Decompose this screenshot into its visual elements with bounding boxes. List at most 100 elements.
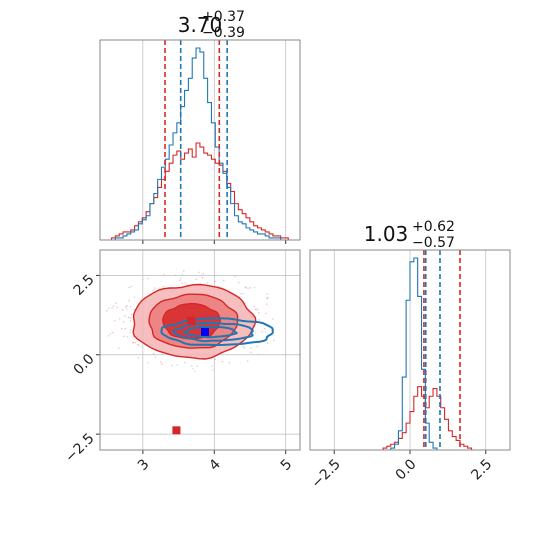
scatter-point: [266, 297, 269, 300]
scatter-point: [214, 280, 216, 283]
scatter-point: [254, 331, 257, 333]
scatter-point: [161, 353, 164, 356]
scatter-point: [129, 306, 132, 308]
scatter-point: [112, 305, 115, 308]
scatter-point: [126, 308, 128, 310]
scatter-point: [253, 305, 255, 308]
xtick-label-p1-0: −2.5: [309, 456, 344, 491]
scatter-point: [261, 331, 264, 333]
scatter-point: [123, 335, 125, 338]
scatter-point: [124, 327, 127, 330]
scatter-point: [250, 351, 252, 354]
marker-red-0: [187, 316, 196, 325]
xtick-label-joint-1: 4: [206, 456, 224, 474]
scatter-point: [171, 364, 173, 367]
xtick-label-joint-2: 5: [278, 456, 296, 474]
contour-blue-1: [182, 325, 239, 339]
scatter-point: [200, 274, 203, 277]
scatter-point: [176, 364, 178, 366]
scatter-point: [201, 276, 204, 279]
scatter-point: [129, 331, 132, 334]
scatter-point: [184, 281, 187, 284]
scatter-point: [194, 370, 196, 373]
scatter-point: [116, 306, 118, 309]
scatter-point: [272, 339, 275, 342]
scatter-point: [211, 364, 214, 367]
scatter-point: [111, 307, 113, 309]
scatter-point: [129, 320, 132, 322]
scatter-point: [162, 285, 165, 288]
title-param-0-minus: −0.39: [202, 25, 245, 41]
scatter-point: [245, 286, 247, 289]
scatter-point: [130, 329, 132, 331]
title-param-0-plus: +0.37: [202, 9, 245, 25]
scatter-point: [256, 345, 258, 348]
scatter-point: [126, 304, 128, 307]
scatter-point: [249, 287, 252, 289]
scatter-point: [264, 331, 267, 333]
scatter-point: [153, 352, 155, 355]
scatter-point: [222, 279, 225, 282]
scatter-point: [254, 308, 257, 311]
scatter-point: [179, 277, 182, 280]
scatter-point: [153, 287, 156, 290]
scatter-point: [111, 331, 114, 334]
xtick-label-p1-2: 2.5: [468, 456, 495, 483]
scatter-point: [106, 310, 108, 312]
scatter-point: [237, 281, 240, 284]
scatter-point: [244, 302, 247, 304]
scatter-point: [257, 308, 259, 311]
scatter-point: [113, 319, 116, 322]
scatter-point: [132, 342, 134, 344]
scatter-point: [228, 361, 231, 364]
scatter-point: [147, 277, 149, 280]
hist-panel-param-0: [99, 39, 301, 244]
title-param-0: 3.70: [178, 13, 223, 37]
scatter-point: [265, 312, 268, 315]
marker-red-1: [172, 426, 181, 435]
scatter-point: [124, 315, 126, 317]
hist-p0-blue: [100, 47, 300, 241]
scatter-point: [182, 270, 185, 272]
scatter-point: [221, 361, 224, 363]
scatter-point: [258, 318, 261, 321]
ytick-label-joint-0: −2.5: [62, 430, 97, 465]
scatter-point: [163, 273, 165, 276]
scatter-point: [246, 360, 249, 362]
title-param-1-plus: +0.62: [412, 219, 455, 235]
scatter-point: [265, 303, 268, 305]
scatter-point: [127, 316, 130, 319]
joint-panel: [96, 249, 301, 454]
scatter-point: [159, 287, 161, 290]
contour-blue-3: [160, 317, 274, 346]
scatter-point: [134, 341, 136, 344]
scatter-point: [192, 367, 194, 370]
scatter-point: [234, 275, 236, 278]
scatter-point: [125, 306, 127, 308]
hist-panel-param-1: [309, 249, 511, 454]
frame-p1: [309, 249, 511, 451]
scatter-point: [115, 302, 117, 305]
scatter-point: [240, 292, 242, 295]
scatter-point: [181, 282, 183, 285]
scatter-point: [142, 278, 144, 281]
ytick-label-joint-1: 0.0: [71, 351, 98, 378]
scatter-point: [137, 343, 139, 346]
scatter-point: [181, 274, 184, 276]
scatter-point: [211, 369, 214, 371]
scatter-point: [147, 362, 149, 364]
scatter-point: [130, 313, 133, 316]
scatter-point: [107, 307, 110, 310]
scatter-point: [154, 356, 157, 358]
marker-blue-2: [201, 327, 209, 336]
scatter-point: [122, 321, 125, 323]
scatter-point: [128, 286, 130, 289]
scatter-point: [128, 299, 130, 302]
scatter-point: [242, 292, 244, 295]
scatter-point: [140, 345, 142, 348]
scatter-point: [202, 272, 205, 275]
contour-blue-2: [171, 321, 254, 343]
scatter-point: [109, 332, 112, 335]
scatter-point: [195, 278, 197, 281]
